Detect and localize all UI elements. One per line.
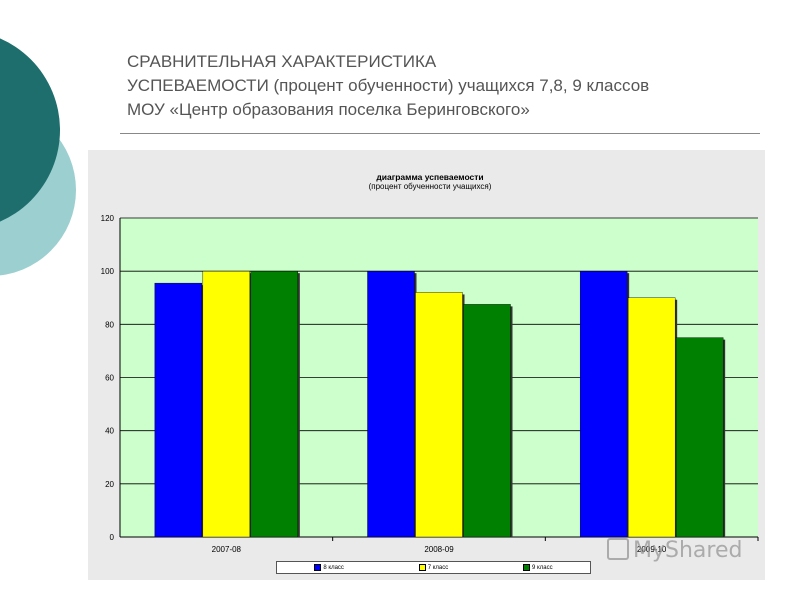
chart-title-block: диаграмма успеваемости (процент обученно… <box>290 172 570 192</box>
legend-label-9: 9 класс <box>532 564 553 571</box>
y-tick-label: 40 <box>105 427 114 436</box>
decorative-circles <box>0 38 76 276</box>
bar <box>202 270 251 538</box>
legend-item-8: 8 класс <box>314 564 344 571</box>
watermark: MyShared <box>607 538 742 563</box>
y-tick-label: 80 <box>105 320 114 329</box>
legend-item-7: 7 класс <box>418 564 449 571</box>
y-tick-label: 120 <box>101 214 115 223</box>
bar <box>415 292 463 538</box>
bar <box>675 337 724 538</box>
y-tick-label: 20 <box>105 480 114 489</box>
x-tick-label: 2007-08 <box>212 545 242 554</box>
chart-title: диаграмма успеваемости <box>376 172 484 182</box>
slide-title-line-3: МОУ «Центр образования поселка Беринговс… <box>127 100 530 119</box>
bar <box>463 304 511 538</box>
y-tick-label: 0 <box>110 533 115 542</box>
watermark-text: MyShared <box>633 538 743 563</box>
legend-item-9: 9 класс <box>523 564 553 571</box>
legend-swatch-8 <box>314 564 322 571</box>
legend-swatch-7 <box>418 564 426 571</box>
chart-legend: 8 класс 7 класс 9 класс <box>276 561 591 574</box>
slide-title: СРАВНИТЕЛЬНАЯ ХАРАКТЕРИСТИКА УСПЕВАЕМОСТ… <box>127 50 777 122</box>
bar <box>579 270 628 538</box>
bar <box>154 282 203 538</box>
chart-subtitle: (процент обученности учащихся) <box>368 182 492 191</box>
watermark-logo-icon <box>607 538 629 560</box>
legend-swatch-9 <box>523 564 531 571</box>
legend-label-8: 8 класс <box>323 564 344 571</box>
y-tick-label: 100 <box>101 267 115 276</box>
legend-label-7: 7 класс <box>427 564 449 571</box>
slide-title-line-2: УСПЕВАЕМОСТИ (процент обученности) учащи… <box>127 76 650 95</box>
bar <box>250 270 299 538</box>
title-divider <box>120 133 760 134</box>
bar <box>367 270 415 538</box>
decorative-circle-dark <box>0 38 60 222</box>
x-tick-label: 2009-10 <box>637 545 667 554</box>
x-tick-label: 2008-09 <box>424 545 454 554</box>
bar <box>627 297 676 538</box>
y-tick-label: 60 <box>105 374 114 383</box>
slide-title-line-1: СРАВНИТЕЛЬНАЯ ХАРАКТЕРИСТИКА <box>127 52 437 71</box>
